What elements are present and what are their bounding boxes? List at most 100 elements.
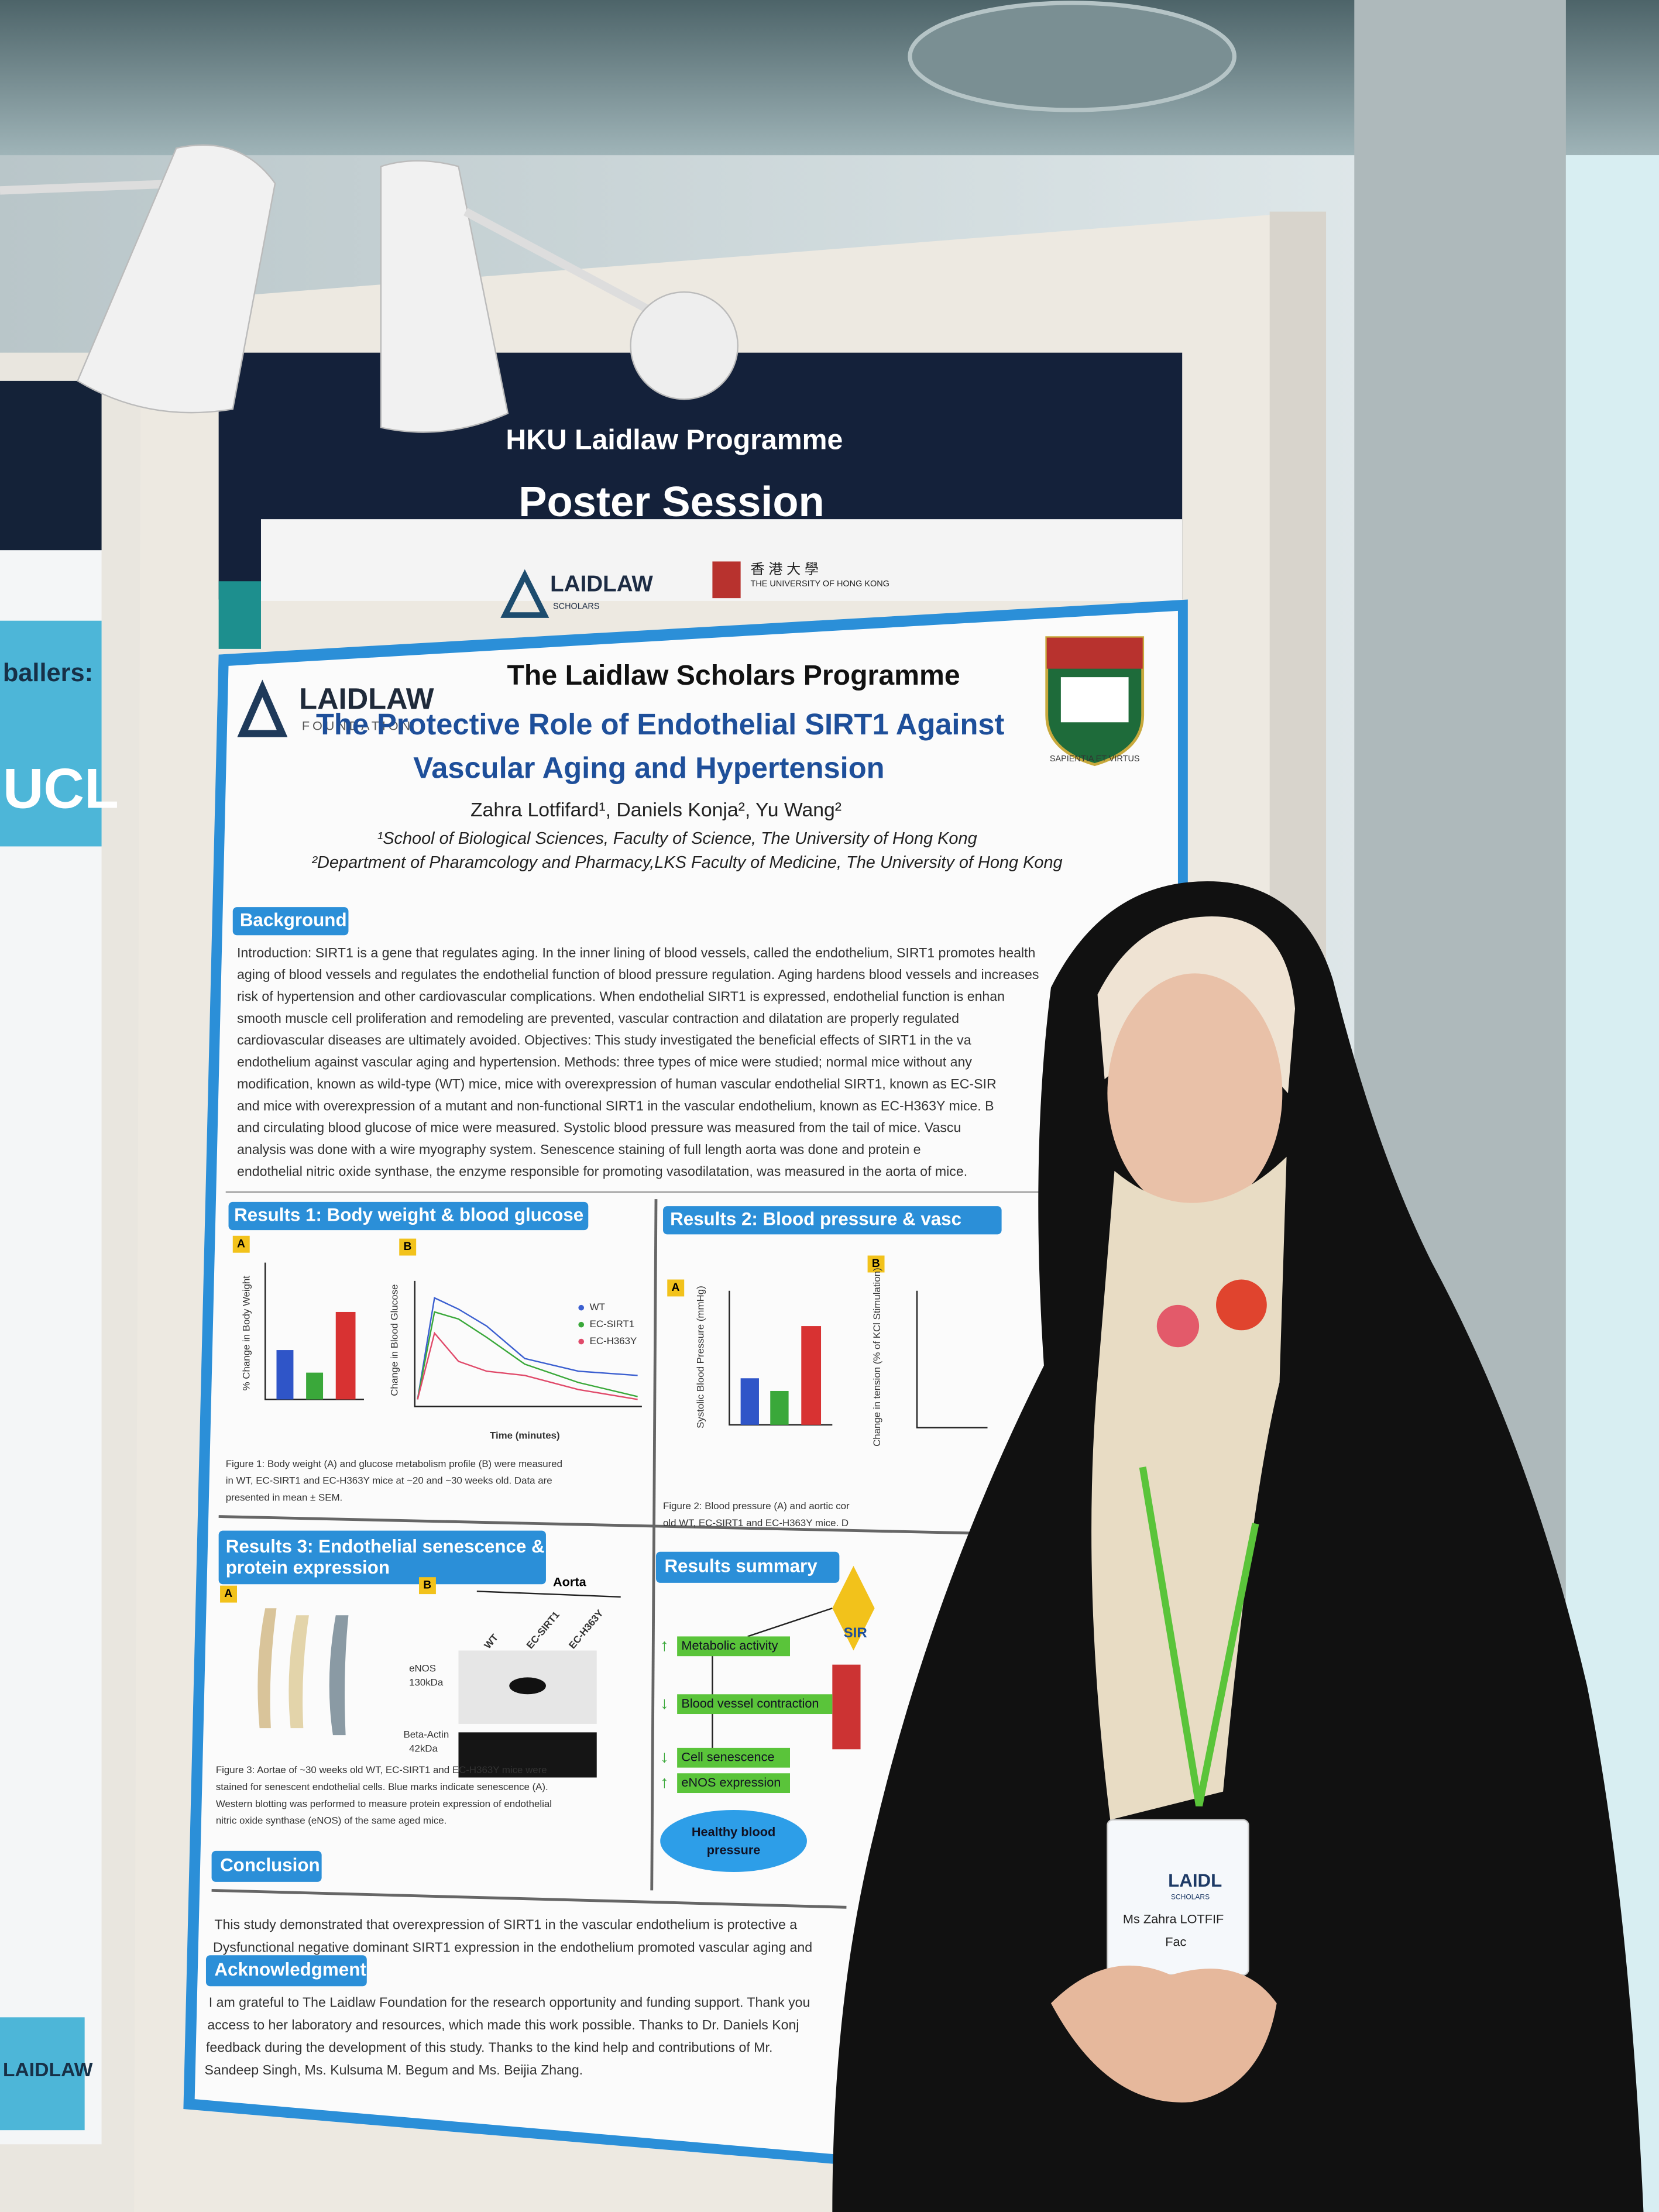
- panel-label: B: [403, 1241, 411, 1253]
- legend-label: EC-SIRT1: [590, 1318, 635, 1330]
- text-line: feedback during the development of this …: [206, 2039, 772, 2055]
- text-line: aging of blood vessels and regulates the…: [237, 967, 1039, 982]
- panel-label-bg: [418, 1577, 436, 1595]
- summary-cloud-text: pressure: [707, 1843, 761, 1857]
- curve: [417, 1331, 638, 1400]
- divider: [650, 1199, 658, 1891]
- legend-swatch: [578, 1321, 585, 1328]
- text-line: endothelium against vascular aging and h…: [237, 1055, 972, 1070]
- panel-label: A: [237, 1238, 245, 1250]
- text-line: and mice with overexpression of a mutant…: [237, 1098, 994, 1113]
- vessel: [832, 1664, 861, 1750]
- text-line: risk of hypertension and other cardiovas…: [237, 988, 1005, 1004]
- panel-label-bg: [399, 1238, 417, 1256]
- poster-logo-sub: FOUNDATION: [302, 718, 413, 733]
- left-logo: LAIDLAW: [3, 2059, 93, 2081]
- text-line: old WT, EC-SIRT1 and EC-H363Y mice. D: [663, 1517, 849, 1529]
- text-line: endothelial nitric oxide synthase, the e…: [237, 1163, 967, 1179]
- affiliation: ¹School of Biological Sciences, Faculty …: [377, 829, 977, 848]
- blot-label: Aorta: [553, 1575, 587, 1589]
- banner-line1: HKU Laidlaw Programme: [506, 424, 843, 455]
- lamps: [0, 144, 739, 433]
- panel-label-bg: [220, 1585, 237, 1603]
- badge-name: Ms Zahra LOTFIF: [1123, 1912, 1224, 1926]
- section-heading-bg: [218, 1530, 546, 1585]
- lamp: [380, 160, 509, 433]
- text-line: I am grateful to The Laidlaw Foundation …: [209, 1994, 810, 2010]
- section-heading-bg: [205, 1955, 367, 1987]
- summary-badge: [832, 1565, 875, 1651]
- banner-logo-mark: [500, 569, 549, 618]
- axis-label: Systolic Blood Pressure (mmHg): [695, 1286, 706, 1428]
- text-line: cardiovascular diseases are ultimately a…: [237, 1032, 971, 1047]
- summary-item: Cell senescence: [681, 1749, 774, 1764]
- text-line: Dysfunctional negative dominant SIRT1 ex…: [213, 1939, 812, 1955]
- left-poster-panel: [0, 620, 102, 847]
- blot-label: Beta-Actin: [403, 1729, 449, 1740]
- poster-sections: Background Results 1: Body weight & bloo…: [205, 907, 1178, 1987]
- legend-swatch: [578, 1338, 585, 1345]
- lamp-mount: [630, 291, 739, 400]
- legend-label: WT: [590, 1301, 605, 1313]
- section-heading-bg: [232, 907, 349, 936]
- text-line: Figure 3: Aortae of ~30 weeks old WT, EC…: [216, 1764, 547, 1775]
- section-heading-bg: [211, 1850, 322, 1882]
- curve: [417, 1311, 638, 1400]
- text-line: Introduction: SIRT1 is a gene that regul…: [237, 945, 1035, 960]
- affiliation: ²Department of Pharamcology and Pharmacy…: [311, 853, 1062, 872]
- text-line: smooth muscle cell proliferation and rem…: [237, 1011, 959, 1026]
- summary-cloud: [660, 1809, 807, 1873]
- hands: [1050, 1965, 1277, 2103]
- bar: [306, 1372, 324, 1400]
- text-line: analysis was done with a wire myography …: [237, 1142, 920, 1157]
- caption: Figure 2: Blood pressure (A) and aortic …: [663, 1500, 850, 1529]
- summary-arrow: ↓: [660, 1747, 668, 1766]
- legend: WT EC-SIRT1 EC-H363Y: [578, 1301, 637, 1347]
- summary-cloud-text: Healthy blood: [692, 1824, 775, 1839]
- text-line: stained for senescent endothelial cells.…: [216, 1781, 548, 1792]
- title-line1: The Protective Role of Endothelial SIRT1…: [316, 707, 1005, 741]
- lamp-arm: [463, 208, 665, 321]
- banner-logo-right-en: THE UNIVERSITY OF HONG KONG: [751, 579, 889, 589]
- summary-item-bg: [677, 1747, 790, 1768]
- axis-label: Time (minutes): [490, 1430, 560, 1441]
- legend-label: EC-H363Y: [590, 1335, 637, 1347]
- person: LAIDL SCHOLARS Ms Zahra LOTFIF Fac: [832, 881, 1644, 2212]
- axis-label: Change in Blood Glucose: [389, 1284, 400, 1396]
- text-line: modification, known as wild-type (WT) mi…: [237, 1076, 997, 1091]
- banner-logo-left-sub: SCHOLARS: [553, 602, 600, 611]
- section-heading: Results 2: Blood pressure & vasc: [670, 1209, 961, 1229]
- blot-band: [509, 1677, 546, 1695]
- curve: [417, 1297, 638, 1400]
- banner-line2: Poster Session: [518, 479, 824, 525]
- lanyard: [1139, 1466, 1259, 1806]
- summary-badge-text: SIR: [844, 1625, 867, 1641]
- left-poster-banner: [0, 380, 102, 551]
- divider: [211, 1888, 847, 1909]
- blot-label: 42kDa: [409, 1743, 438, 1754]
- text-line: Figure 1: Body weight (A) and glucose me…: [226, 1458, 562, 1469]
- blot-label: eNOS: [409, 1663, 436, 1674]
- bar: [335, 1311, 356, 1400]
- blot-actin: [458, 1732, 597, 1778]
- summary-item-bg: [677, 1773, 790, 1794]
- axis: [916, 1290, 988, 1428]
- blot-label: 130kDa: [409, 1677, 444, 1688]
- panel-label: A: [224, 1588, 232, 1600]
- summary-items: ↑ Metabolic activity ↓ Blood vessel contrac…: [660, 1636, 833, 1794]
- caption: Figure 1: Body weight (A) and glucose me…: [226, 1458, 562, 1503]
- lamp: [77, 144, 276, 414]
- legend-swatch: [578, 1304, 585, 1311]
- title-line2: Vascular Aging and Hypertension: [413, 751, 884, 785]
- text-line: nitric oxide synthase (eNOS) of the same…: [216, 1815, 447, 1826]
- scarf-flower: [1156, 1304, 1200, 1348]
- left-big: UCL: [3, 757, 119, 820]
- text-line: access to her laboratory and resources, …: [207, 2017, 799, 2032]
- summary-item: Blood vessel contraction: [681, 1696, 819, 1710]
- crest-top: [1046, 637, 1143, 669]
- summary-arrow: ↓: [660, 1694, 668, 1713]
- summary-item: eNOS expression: [681, 1775, 781, 1789]
- lamp-arm: [0, 179, 184, 195]
